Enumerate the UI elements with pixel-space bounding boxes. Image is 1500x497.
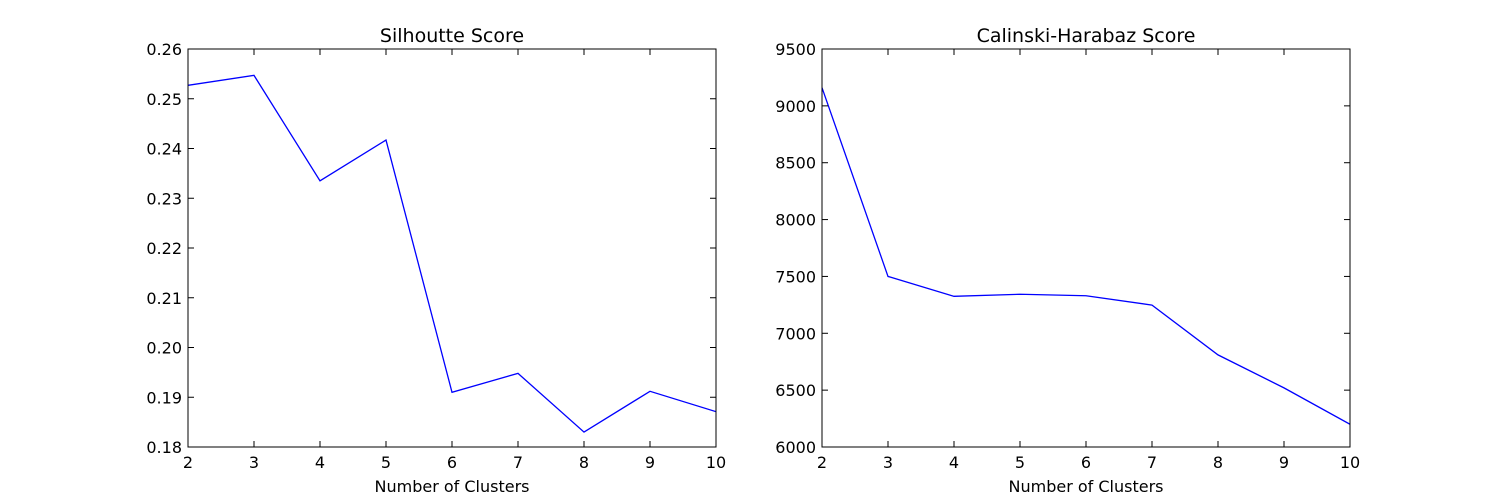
y-tick-label: 6500	[775, 381, 816, 400]
x-tick-label: 7	[1147, 453, 1157, 472]
plot-frame	[187, 48, 717, 448]
y-tick-label: 0.25	[146, 90, 182, 109]
y-tick-label: 0.20	[146, 339, 182, 358]
x-tick-label: 6	[447, 453, 457, 472]
x-tick-label: 5	[1015, 453, 1025, 472]
y-tick-label: 8500	[775, 154, 816, 173]
x-tick-label: 4	[315, 453, 325, 472]
y-tick-label: 0.24	[146, 140, 182, 159]
chart-title: Calinski-Harabaz Score	[977, 25, 1196, 47]
x-tick-label: 10	[1340, 453, 1360, 472]
data-point	[1216, 352, 1221, 357]
x-tick-label: 8	[579, 453, 589, 472]
chart-title: Silhoutte Score	[380, 25, 524, 47]
data-point	[886, 274, 891, 279]
data-point	[648, 389, 653, 394]
y-tick-label: 8000	[775, 211, 816, 230]
data-point	[582, 430, 587, 435]
data-point	[1018, 292, 1023, 297]
data-point	[318, 178, 323, 183]
x-tick-label: 10	[706, 453, 726, 472]
y-tick-label: 7000	[775, 324, 816, 343]
x-tick-label: 7	[513, 453, 523, 472]
data-point	[516, 371, 521, 376]
x-tick-label: 2	[183, 453, 193, 472]
series-line	[822, 87, 1350, 425]
y-tick-label: 0.26	[146, 40, 182, 59]
x-tick-label: 8	[1213, 453, 1223, 472]
y-tick-label: 0.18	[146, 438, 182, 457]
x-tick-label: 5	[381, 453, 391, 472]
y-tick-label: 9000	[775, 97, 816, 116]
y-tick-label: 0.22	[146, 239, 182, 258]
x-tick-label: 3	[883, 453, 893, 472]
y-tick-label: 9500	[775, 40, 816, 59]
data-point	[384, 138, 389, 143]
plot-frame	[821, 48, 1351, 448]
series-line	[188, 74, 716, 433]
y-tick-label: 0.23	[146, 189, 182, 208]
x-tick-label: 2	[817, 453, 827, 472]
data-point	[1282, 385, 1287, 390]
y-tick-label: 7500	[775, 267, 816, 286]
x-tick-label: 4	[949, 453, 959, 472]
data-point	[952, 294, 957, 299]
x-axis-label: Number of Clusters	[375, 477, 530, 496]
y-tick-label: 6000	[775, 438, 816, 457]
x-tick-label: 6	[1081, 453, 1091, 472]
x-axis-label: Number of Clusters	[1009, 477, 1164, 496]
x-tick-label: 3	[249, 453, 259, 472]
x-tick-label: 9	[1279, 453, 1289, 472]
x-tick-label: 9	[645, 453, 655, 472]
data-point	[1150, 303, 1155, 308]
chart-panel-1: 2 3 4 5 6 7 8 9 10 0.18 0.19 0.20 0.21 0.22 0.23 0.24 0.…	[146, 25, 726, 496]
y-tick-label: 0.19	[146, 388, 182, 407]
chart-panel-2: 2 3 4 5 6 7 8 9 10 6000 6500 7000 7500 8000 8500 9000 95…	[775, 25, 1360, 496]
y-tick-label: 0.21	[146, 289, 182, 308]
data-point	[252, 73, 257, 78]
data-point	[450, 390, 455, 395]
data-point	[1084, 293, 1089, 298]
